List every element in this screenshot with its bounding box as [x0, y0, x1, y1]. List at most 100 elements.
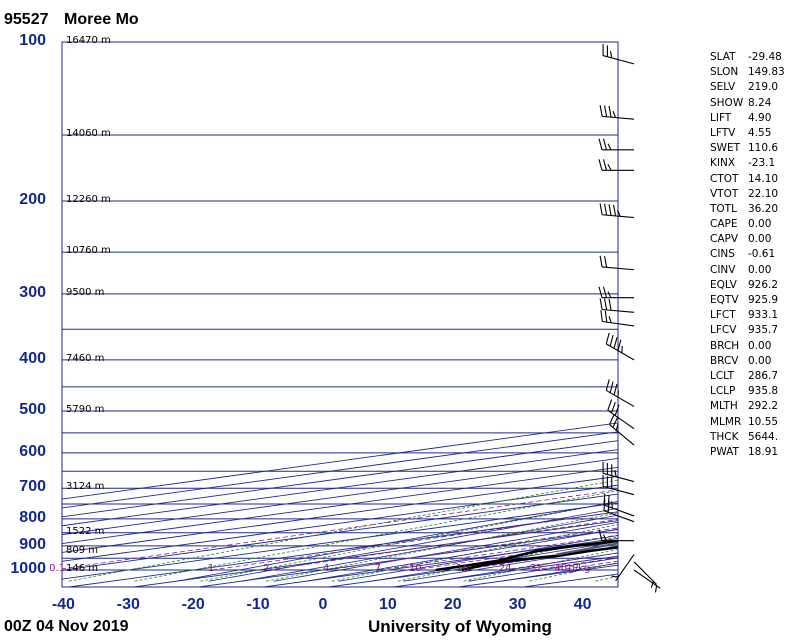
isotherm: [62, 449, 618, 527]
isotherm: [62, 431, 618, 509]
index-row: CAPV 0.00: [710, 232, 800, 247]
isotherm: [62, 502, 618, 580]
index-value: 0.00: [748, 233, 772, 246]
index-row: BRCH 0.00: [710, 339, 800, 354]
index-key: CTOT: [710, 172, 739, 185]
index-row: SLON 149.83: [710, 65, 800, 80]
index-key: BRCV: [710, 354, 739, 367]
index-key: CINS: [710, 248, 735, 261]
index-key: SWET: [710, 142, 741, 155]
index-value: 925.9: [748, 294, 779, 306]
dry-adiabat: [331, 524, 618, 582]
index-row: CINS -0.61: [710, 247, 800, 262]
wind-barbs: [598, 44, 661, 593]
index-key: LCLP: [710, 385, 736, 398]
index-row: PWAT 18.91: [710, 445, 800, 460]
moist-adiabat: [176, 500, 618, 582]
stability-indices-table: SLAT -29.48 SLON 149.83 SELV 219.0 SHOW 8.24 LIF…: [710, 50, 800, 460]
isotherm: [62, 466, 618, 544]
index-key: CAPE: [710, 218, 738, 231]
mixing-ratio-label: 0.1: [49, 563, 66, 574]
temperature-tick-label: -40: [51, 596, 75, 613]
wind-barb: [608, 413, 635, 446]
index-value: 292.2: [748, 400, 779, 413]
pressure-tick-label: 700: [19, 478, 46, 496]
index-row: TOTL 36.20: [710, 202, 800, 217]
index-key: LCLT: [710, 369, 734, 382]
moist-adiabat: [306, 528, 618, 582]
pressure-tick-label: 100: [19, 32, 46, 49]
temperature-tick-label: 0: [318, 596, 328, 613]
index-value: 0.00: [748, 354, 772, 367]
mixing-ratio-label: 32: [529, 563, 543, 574]
index-row: LIFT 4.90: [710, 111, 800, 126]
index-row: LFCV 935.7: [710, 323, 800, 338]
index-key: EQLV: [710, 278, 737, 291]
index-value: 933.1: [748, 309, 779, 322]
isotherm: [62, 484, 618, 562]
height-label: 7460 m: [66, 352, 105, 364]
wind-barb: [605, 332, 635, 361]
index-key: SLAT: [710, 51, 736, 63]
mixing-ratio-unit: g/kg: [568, 563, 591, 574]
station-id: 95527: [4, 11, 49, 28]
index-row: MLMR 10.55: [710, 415, 800, 430]
index-value: -0.61: [748, 248, 776, 261]
index-key: SLON: [710, 66, 739, 79]
isotherm: [62, 493, 618, 571]
index-key: THCK: [710, 430, 739, 443]
plot-frame: [61, 41, 619, 588]
height-label: 14060 m: [66, 127, 111, 139]
height-label: 809 m: [66, 545, 99, 557]
wind-barb: [599, 105, 635, 120]
mixing-ratio-label: 10: [408, 563, 422, 574]
height-label: 5790 m: [66, 404, 105, 416]
height-label: 3124 m: [66, 481, 105, 493]
wind-barb: [598, 138, 634, 151]
isotherm: [62, 422, 618, 500]
wind-barb: [603, 499, 635, 523]
temperature-tick-label: -30: [116, 596, 140, 613]
index-value: 18.91: [748, 445, 779, 458]
index-value: 8.24: [748, 96, 772, 109]
wind-barb: [598, 529, 634, 542]
mixing-ratio-label: 16: [456, 563, 469, 574]
index-key: EQTV: [710, 294, 739, 306]
index-key: VTOT: [710, 187, 739, 200]
temperature-tick-label: -20: [181, 596, 205, 613]
height-label: 9500 m: [66, 286, 105, 298]
mixing-ratio-label: 7: [374, 563, 381, 574]
isotherm: [62, 475, 618, 553]
wind-barb: [600, 310, 635, 327]
pressure-tick-label: 500: [19, 401, 46, 419]
wind-barb: [633, 569, 661, 593]
moist-adiabat: [208, 507, 618, 582]
dry-adiabat: [68, 479, 618, 582]
wind-barb: [607, 399, 635, 430]
pressure-tick-label: 200: [19, 190, 46, 208]
index-key: SELV: [710, 81, 736, 94]
station-name: Moree Mo: [64, 11, 139, 28]
index-value: 935.7: [748, 324, 779, 337]
index-key: PWAT: [710, 445, 739, 458]
index-row: BRCV 0.00: [710, 354, 800, 369]
dry-adiabat: [134, 490, 618, 582]
moist-adiabat: [241, 514, 618, 582]
data-source: University of Wyoming: [368, 617, 552, 636]
mixing-ratio-label: 24: [498, 563, 512, 574]
wind-barb: [599, 298, 635, 313]
index-row: MLTH 292.2: [710, 399, 800, 414]
isotherm: [69, 511, 618, 587]
index-row: EQTV 925.9: [710, 293, 800, 308]
index-value: 5644.: [748, 430, 779, 443]
index-row: LFTV 4.55: [710, 126, 800, 141]
wind-barb: [599, 255, 635, 271]
index-row: LFCT 933.1: [710, 308, 800, 323]
index-value: 110.6: [748, 142, 779, 155]
pressure-tick-label: 600: [19, 442, 46, 460]
mixing-ratio-line: [62, 489, 618, 570]
pressure-tick-label: 300: [19, 283, 46, 301]
index-value: 219.0: [748, 81, 779, 94]
moist-adiabat: [338, 535, 618, 582]
